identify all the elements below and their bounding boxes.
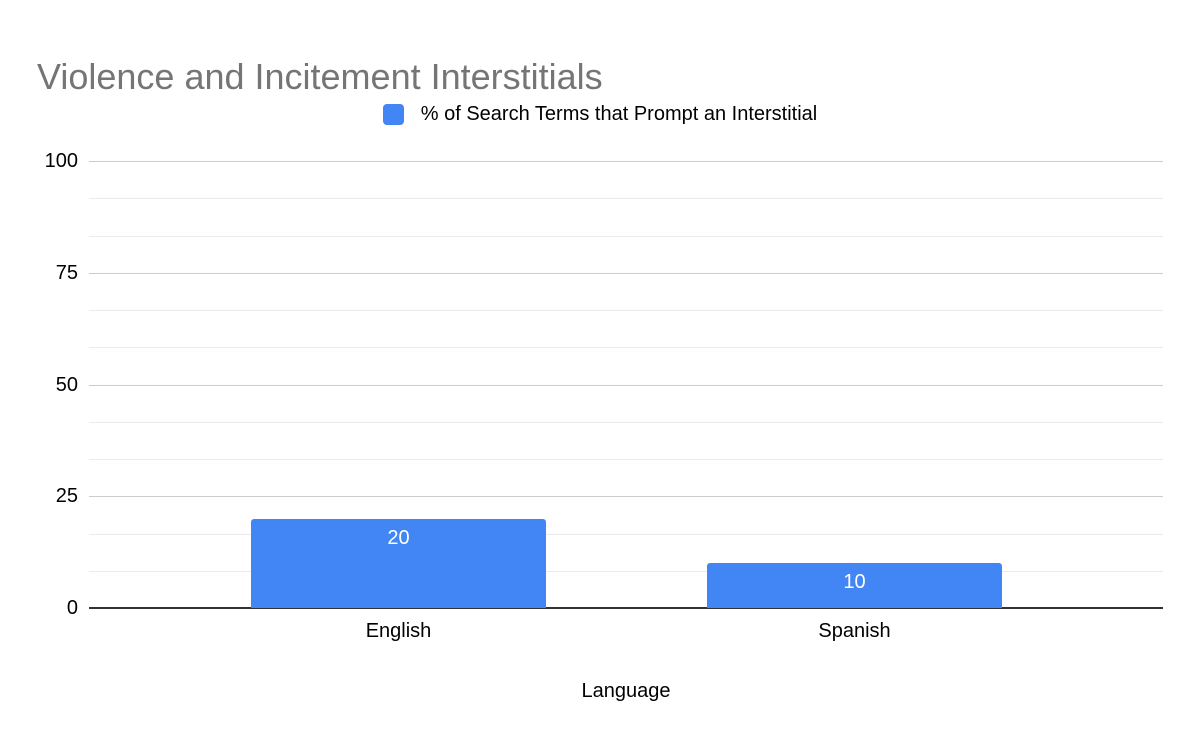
bar-english: 20 [251, 518, 546, 608]
major-gridline-50 [89, 384, 1163, 386]
minor-gridline [89, 570, 1163, 572]
x-category-label-english: English [365, 620, 432, 642]
y-tick-label-75: 75 [55, 261, 78, 284]
major-gridline-25 [89, 496, 1163, 498]
minor-gridline [89, 198, 1163, 200]
minor-gridline [89, 235, 1163, 237]
x-axis-title: Language [581, 680, 671, 702]
minor-gridline [89, 533, 1163, 535]
minor-gridline [89, 347, 1163, 349]
minor-gridline [89, 310, 1163, 311]
chart-title: Violence and Incitement Interstitials [37, 56, 603, 98]
major-gridline-75 [89, 272, 1163, 274]
x-category-label-spanish: Spanish [818, 620, 891, 642]
legend: % of Search Terms that Prompt an Interst… [0, 102, 1200, 126]
major-gridline-100 [89, 161, 1163, 162]
y-tick-label-50: 50 [55, 373, 78, 396]
plot-area: 20 10 [89, 161, 1163, 609]
minor-gridline [89, 459, 1163, 460]
y-tick-label-100: 100 [44, 150, 78, 172]
legend-label: % of Search Terms that Prompt an Interst… [420, 103, 818, 125]
bar-value-label-english: 20 [387, 526, 410, 549]
legend-swatch-icon [382, 103, 404, 125]
y-tick-label-0: 0 [66, 597, 78, 619]
x-axis-line [89, 607, 1163, 609]
bar-value-label-spanish: 10 [843, 571, 866, 594]
bar-spanish: 10 [707, 563, 1002, 608]
minor-gridline [89, 421, 1163, 423]
y-tick-label-25: 25 [55, 485, 78, 508]
